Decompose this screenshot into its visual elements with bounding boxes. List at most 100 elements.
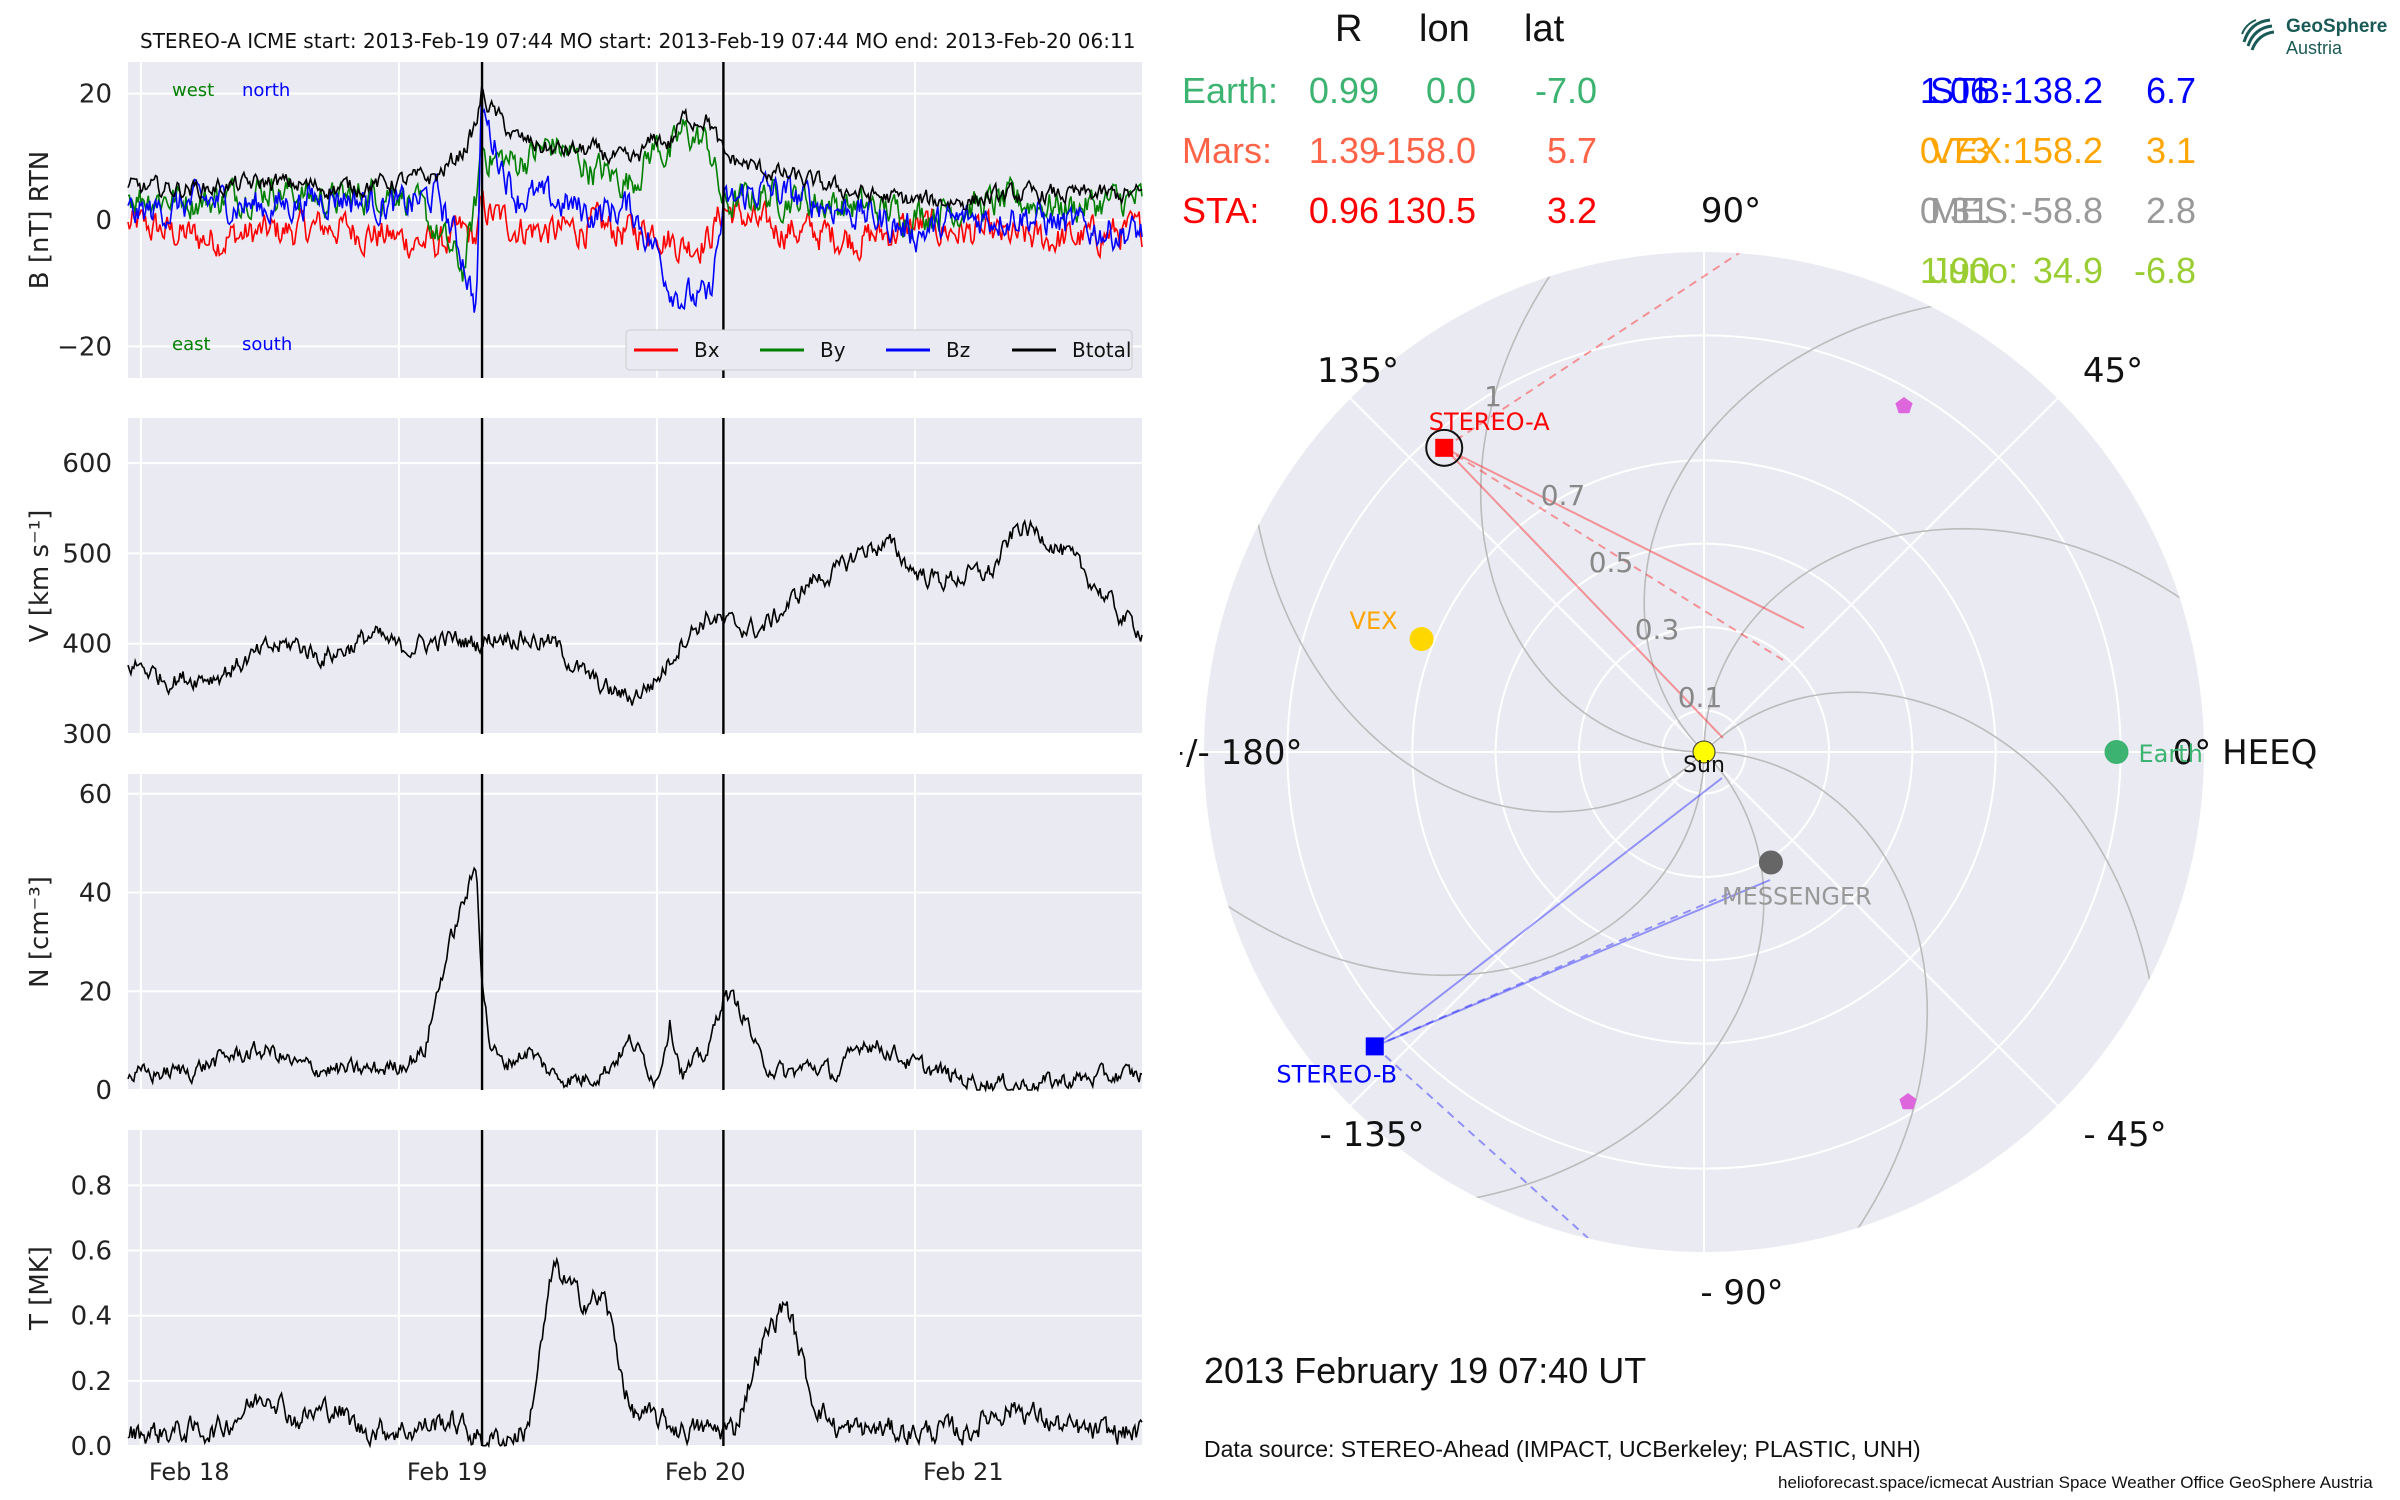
polar-rtick-label: 0.5 (1589, 546, 1634, 579)
connection-line (1374, 777, 1723, 1048)
vex-marker (1409, 627, 1434, 652)
parker-spiral (1703, 751, 1929, 1252)
position-left-lat: 5.7 (1546, 130, 1597, 171)
logo-sub: Austria (2286, 38, 2343, 58)
position-left-name: STA: (1182, 190, 1260, 231)
parker-spiral (1248, 456, 1705, 813)
position-right-name: VEX: (1930, 130, 2013, 171)
panel_n-ytick-label: 40 (79, 879, 112, 909)
position-right-lat: 3.1 (2145, 130, 2196, 171)
position-right-lat: 6.7 (2145, 70, 2196, 111)
polar-thetagrid (1349, 397, 1705, 753)
position-right-lon: -58.8 (2020, 190, 2103, 231)
panel_t-ytick-label: 0.8 (71, 1171, 112, 1201)
geosphere-logo: GeoSphere Austria (2236, 12, 2396, 60)
legend-label-bx: Bx (694, 338, 720, 362)
polar-theta-label: - 45° (2083, 1115, 2166, 1155)
polar-theta-label: 0° HEEQ (2173, 733, 2318, 773)
panel_t-ylabel: T [MK] (25, 1246, 55, 1331)
position-right-lon: 158.2 (2012, 130, 2103, 171)
panel_n-ytick-label: 0 (95, 1076, 112, 1106)
polar-theta-label: 90° (1701, 191, 1761, 231)
annot-north: north (242, 80, 290, 101)
position-right-r: 0.31 (1919, 190, 1990, 231)
stereo-b-label: STEREO-B (1276, 1060, 1397, 1088)
header-lon: lon (1419, 8, 1470, 50)
logo-name: GeoSphere (2286, 16, 2388, 37)
position-right-name: Juno: (1930, 250, 2019, 291)
polar-theta-label: 135° (1317, 351, 1399, 391)
position-left-lon: -158.0 (1373, 130, 1476, 171)
panel_b-ytick-label: 0 (95, 206, 112, 236)
connection-line (1374, 1045, 1589, 1239)
polar-rtick-label: 0.3 (1635, 613, 1680, 646)
header-r: R (1335, 8, 1363, 50)
panel_b-series-btotal (127, 86, 1143, 211)
panel_t-ytick-label: 0.6 (71, 1237, 112, 1267)
panel_v-ytick-label: 300 (62, 720, 112, 750)
legend-label-bz: Bz (946, 338, 970, 362)
panel_v-series-group (127, 518, 1143, 706)
panel_b-series-bx (127, 190, 1143, 265)
panel_v-background (128, 418, 1142, 734)
panel_v-ytick-label: 600 (62, 449, 112, 479)
position-right-lon: 34.9 (2032, 250, 2103, 291)
panel_v-ylabel: V [km s⁻¹] (25, 510, 55, 643)
panel_t-series-group (127, 1256, 1143, 1449)
connection-line (1443, 252, 1781, 449)
stereo-a-label: STEREO-A (1429, 408, 1551, 436)
panel_b-ylabel: B [nT] RTN (25, 151, 55, 290)
stereo-a-marker (1435, 438, 1454, 457)
position-right-r: 0.73 (1919, 130, 1990, 171)
connection-line (1443, 446, 1805, 629)
stereo-b-marker (1365, 1037, 1384, 1056)
position-left-name: Earth: (1182, 70, 1279, 111)
polar-theta-label: - 90° (1700, 1273, 1783, 1313)
polar-theta-label: +/- 180° (1180, 733, 1302, 773)
position-left-lat: -7.0 (1534, 70, 1597, 111)
xtick-label: Feb 20 (665, 1458, 746, 1486)
panel_b-series-bz (127, 92, 1143, 313)
parker-spiral (1703, 691, 2160, 1048)
data-source-label: Data source: STEREO-Ahead (IMPACT, UCBer… (1204, 1436, 1921, 1462)
position-right-r: 1.90 (1919, 250, 1990, 291)
insitu-title: STEREO-A ICME start: 2013-Feb-19 07:44 M… (140, 29, 1135, 53)
planet-pentagon-marker (1899, 1093, 1917, 1110)
parker-spiral (1408, 751, 1765, 1208)
credits-label: helioforecast.space/icmecat Austrian Spa… (1778, 1473, 2373, 1492)
b-legend: Bx By Bz Btotal (625, 329, 1133, 371)
connection-line (1443, 447, 1724, 739)
panel_n-ytick-label: 20 (79, 977, 112, 1007)
connection-line (1374, 891, 1734, 1048)
panel_b-series-group (127, 86, 1143, 313)
geosphere-logo-icon (2241, 18, 2275, 51)
parker-spiral (1204, 751, 1705, 977)
panel_v-series-v (127, 518, 1143, 706)
position-right-lat: 2.8 (2145, 190, 2196, 231)
messenger-marker (1758, 850, 1783, 875)
position-right-lon: -138.2 (2000, 70, 2103, 111)
annot-east: east (172, 334, 211, 355)
polar-thetagrid (1349, 751, 1705, 1107)
position-right-name: STB: (1930, 70, 2011, 111)
polar-rtick-label: 1 (1484, 380, 1502, 413)
panel_b-ytick-label: −20 (57, 332, 112, 362)
messenger-label: MESSENGER (1722, 882, 1872, 910)
parker-spiral (1643, 296, 2000, 753)
position-right-r: 1.06 (1919, 70, 1990, 111)
position-left-r: 0.96 (1308, 190, 1379, 231)
panel_n-ylabel: N [cm⁻³] (25, 876, 55, 988)
planet-pentagon-marker (1895, 397, 1913, 414)
heeq-polar-plot: 0.1 0.3 0.5 0.7 1 0° HEEQ 45° 90° 135° +/- 180° - … (1180, 191, 2318, 1313)
annot-south: south (242, 334, 292, 355)
panel_v-ytick-label: 400 (62, 630, 112, 660)
panel_t-ytick-label: 0.4 (71, 1302, 112, 1332)
datetime-label: 2013 February 19 07:40 UT (1204, 1350, 1647, 1391)
legend-box (625, 329, 1133, 371)
position-left-lon: 0.0 (1425, 70, 1476, 111)
sun-label: Sun (1683, 753, 1725, 778)
vex-label: VEX (1350, 607, 1398, 635)
position-left-r: 1.39 (1308, 130, 1379, 171)
position-left-r: 0.99 (1308, 70, 1379, 111)
